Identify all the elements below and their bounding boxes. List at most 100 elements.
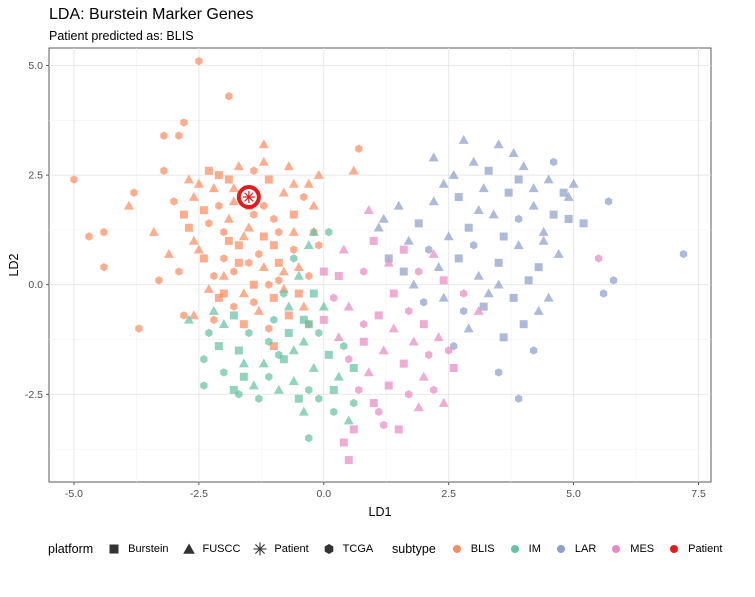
data-point-lar (513, 240, 524, 250)
y-tick-label: 5.0 (28, 60, 43, 72)
data-point-mes (360, 267, 368, 276)
data-point-im (293, 270, 304, 280)
data-point-lar (679, 249, 688, 259)
data-point-mes (380, 420, 388, 430)
data-point-blis (219, 289, 228, 298)
data-point-im (208, 305, 219, 315)
legend-label-blis: BLIS (470, 543, 495, 555)
platform-legend: platform Burstein FUSCC Patient TCGA (48, 539, 386, 559)
plot-panel (48, 47, 712, 483)
data-point-im (288, 375, 299, 385)
data-point-blis (300, 192, 308, 202)
data-point-mes (345, 355, 353, 364)
data-point-im (214, 342, 223, 351)
data-point-blis (214, 171, 223, 180)
data-point-lar (494, 258, 503, 267)
data-point-lar (460, 306, 468, 316)
data-point-blis (278, 187, 289, 197)
data-point-mes (389, 289, 398, 298)
data-point-blis (175, 131, 183, 140)
data-point-lar (530, 346, 538, 355)
data-point-mes (344, 456, 353, 465)
data-point-mes (359, 337, 368, 346)
data-point-im (290, 254, 298, 263)
data-point-lar (528, 200, 539, 210)
data-point-mes (394, 425, 403, 434)
data-point-lar (483, 288, 494, 298)
data-point-im (304, 320, 313, 329)
data-point-blis (284, 311, 293, 320)
data-point-blis (160, 166, 168, 175)
data-point-im (288, 345, 299, 355)
data-point-blis (293, 261, 304, 271)
data-point-mes (383, 257, 394, 267)
data-point-blis (188, 191, 199, 201)
data-point-mes (405, 390, 413, 399)
platform-legend-title: platform (48, 542, 94, 556)
x-tick-label: -2.5 (190, 488, 208, 500)
data-point-blis (70, 175, 78, 184)
data-point-blis (100, 227, 108, 237)
data-point-blis (303, 178, 314, 188)
data-point-blis (175, 267, 183, 276)
data-point-lar (553, 248, 564, 258)
legend-dot-patient (670, 545, 679, 553)
data-point-blis (224, 236, 233, 245)
data-point-mes (439, 276, 448, 285)
data-point-im (343, 415, 354, 425)
data-point-im (308, 226, 319, 236)
x-tick-label: 5.0 (566, 488, 581, 500)
data-point-blis (275, 276, 283, 285)
data-point-blis (180, 311, 188, 320)
data-point-lar (519, 320, 528, 329)
data-point-blis (233, 161, 244, 171)
data-point-im (298, 336, 309, 346)
data-point-lar (378, 213, 389, 223)
data-point-blis (100, 262, 108, 272)
dot-icon (554, 542, 568, 556)
data-point-blis (290, 245, 298, 254)
data-point-im (279, 355, 288, 364)
data-point-lar (470, 241, 478, 250)
data-point-mes (430, 385, 438, 395)
data-point-mes (399, 245, 408, 254)
data-point-lar (499, 333, 508, 342)
data-point-blis (163, 248, 174, 258)
data-point-blis (355, 144, 363, 154)
data-point-lar (549, 210, 558, 219)
data-point-lar (399, 267, 408, 276)
data-point-mes (339, 438, 348, 447)
data-point-lar (514, 175, 523, 184)
data-point-lar (515, 214, 523, 224)
data-point-lar (414, 219, 423, 228)
dot-icon (667, 542, 681, 556)
data-point-blis (183, 174, 194, 184)
data-point-blis (234, 258, 243, 267)
data-point-im (200, 381, 208, 390)
data-point-im (280, 289, 288, 298)
data-point-lar (508, 148, 519, 158)
data-point-mes (375, 407, 383, 417)
data-point-blis (193, 244, 204, 254)
data-point-im (294, 394, 303, 403)
data-point-im (333, 371, 344, 381)
data-point-im (305, 433, 313, 443)
data-point-lar (559, 188, 568, 197)
data-point-blis (148, 226, 159, 236)
axes: -5.0 -2.5 0.0 2.5 5.0 7.5 -2.5 0.0 2.5 5.0 (25, 60, 706, 500)
data-point-im (238, 358, 249, 368)
data-point-blis (210, 315, 218, 324)
data-point-im (245, 328, 253, 338)
square-icon (107, 542, 121, 556)
data-point-im (308, 362, 319, 372)
data-point-blis (259, 232, 268, 241)
data-point-lar (373, 222, 384, 232)
data-point-lar (420, 298, 428, 307)
data-point-lar (428, 152, 439, 162)
y-axis-title: LD2 (7, 253, 21, 276)
data-point-blis (249, 280, 258, 289)
data-point-lar (454, 193, 463, 202)
data-point-lar (433, 261, 444, 271)
data-point-lar (495, 368, 503, 377)
data-point-blis (224, 175, 233, 184)
